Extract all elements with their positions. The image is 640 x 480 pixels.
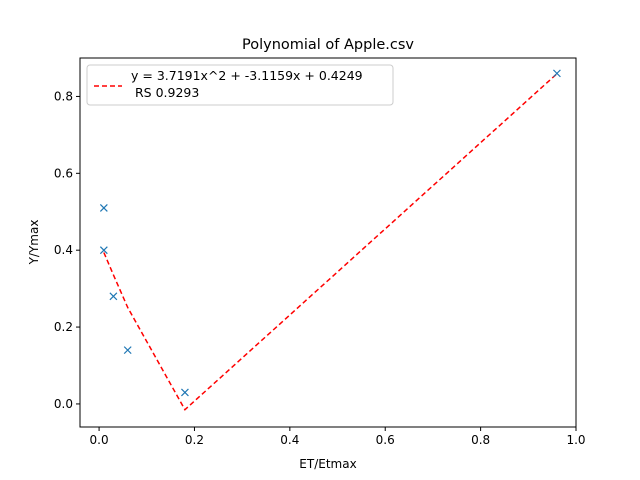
data-point <box>109 292 118 301</box>
x-axis-ticks: 0.0 0.2 0.4 0.6 0.8 1.0 <box>90 427 586 447</box>
x-axis-label: ET/Etmax <box>299 457 356 471</box>
x-tick-label: 0.2 <box>185 433 204 447</box>
x-tick-label: 0.4 <box>280 433 299 447</box>
y-tick-label: 0.8 <box>54 89 73 103</box>
y-axis-label: Y/Ymax <box>27 220 41 266</box>
data-point <box>99 203 108 212</box>
y-tick-label: 0.6 <box>54 166 73 180</box>
legend-label-line1: y = 3.7191x^2 + -3.1159x + 0.4249 <box>131 68 363 83</box>
chart-title: Polynomial of Apple.csv <box>242 37 414 53</box>
x-tick-label: 0.6 <box>376 433 395 447</box>
plot-frame <box>79 57 577 428</box>
x-tick-label: 1.0 <box>566 433 585 447</box>
y-tick-label: 0.0 <box>54 397 73 411</box>
scatter-series <box>99 69 561 397</box>
y-tick-label: 0.4 <box>54 243 73 257</box>
y-tick-label: 0.2 <box>54 320 73 334</box>
data-point <box>123 346 132 355</box>
x-tick-label: 0.0 <box>90 433 109 447</box>
data-point <box>99 246 108 255</box>
legend-box <box>86 64 394 106</box>
data-point <box>552 69 561 78</box>
legend-label-line2: RS 0.9293 <box>131 85 199 100</box>
fit-line-series <box>103 73 558 411</box>
fit-line <box>103 73 558 411</box>
data-point <box>180 388 189 397</box>
legend: y = 3.7191x^2 + -3.1159x + 0.4249 RS 0.9… <box>86 64 394 106</box>
y-axis-ticks: 0.0 0.2 0.4 0.6 0.8 <box>54 89 80 411</box>
x-tick-label: 0.8 <box>471 433 490 447</box>
